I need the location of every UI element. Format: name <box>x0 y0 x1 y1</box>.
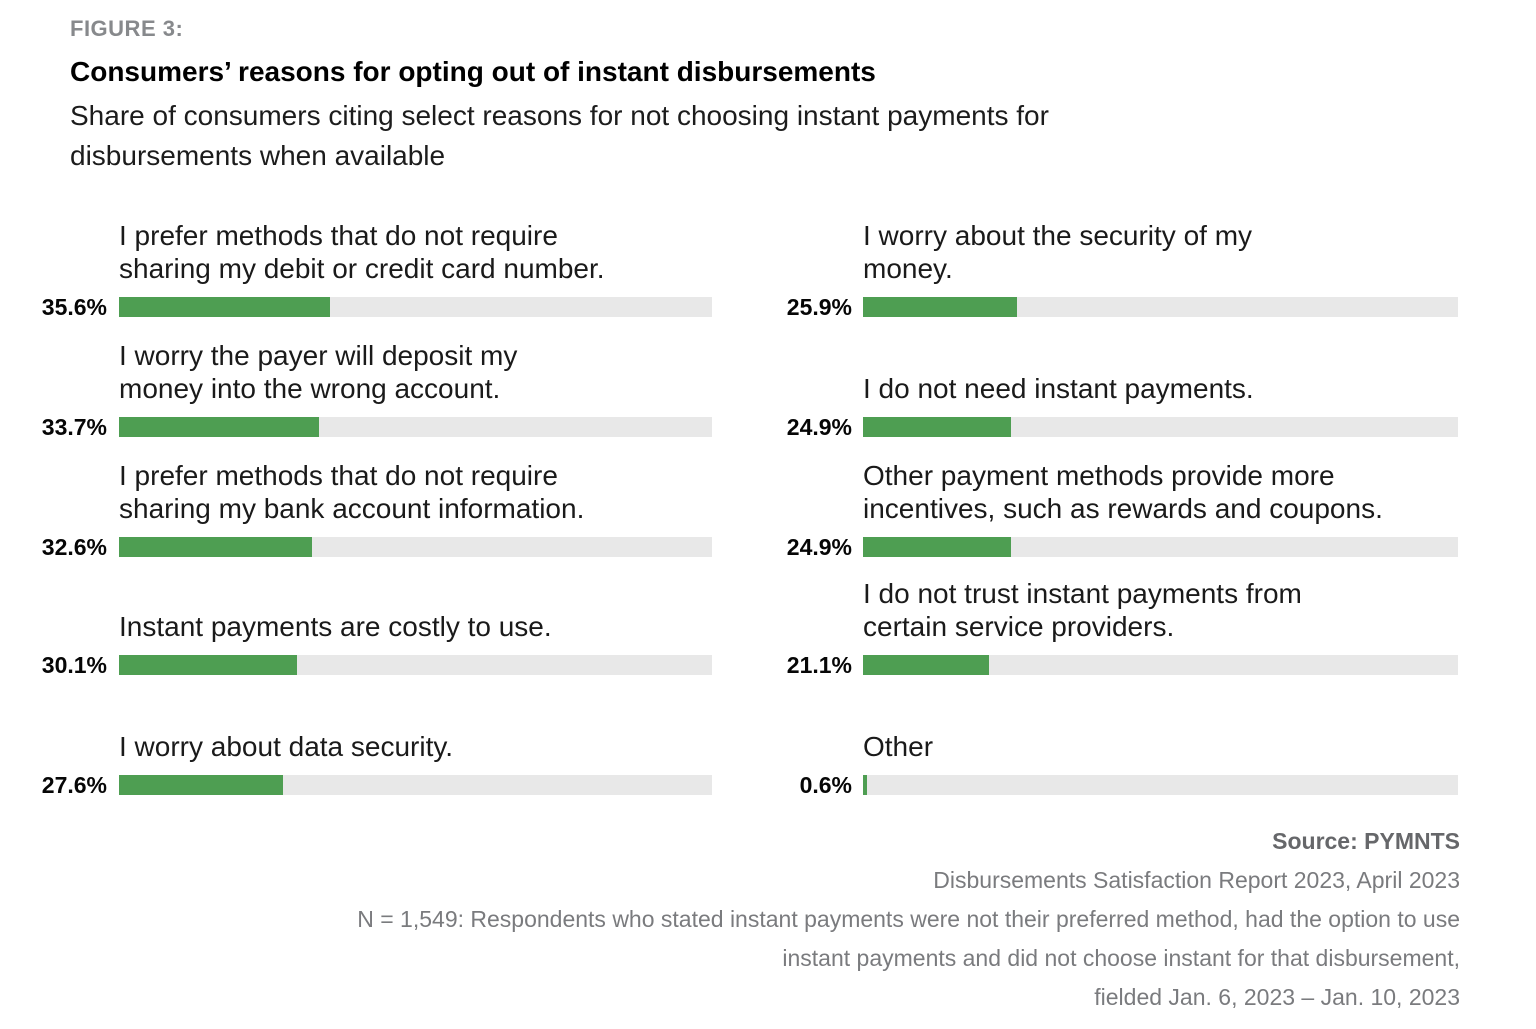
bar-label-line: I do not trust instant payments from <box>863 578 1302 609</box>
bar-value: 33.7% <box>41 414 107 440</box>
bar-track <box>863 775 1458 795</box>
bar-fill <box>119 417 319 437</box>
bar-label-line: I prefer methods that do not require <box>119 220 558 251</box>
bar-label: I worry about data security. <box>119 730 453 763</box>
bar-label-line: I do not need instant payments. <box>863 373 1254 404</box>
bar-fill <box>863 537 1012 557</box>
footnote-line: N = 1,549: Respondents who stated instan… <box>357 906 1460 932</box>
bar-label: I do not trust instant payments from cer… <box>863 577 1302 643</box>
bar-label-line: money into the wrong account. <box>119 373 501 404</box>
bar-value: 21.1% <box>786 652 852 678</box>
figure-label: FIGURE 3: <box>70 16 184 41</box>
chart-subtitle-line: Share of consumers citing select reasons… <box>70 100 1049 131</box>
bar-label: Other <box>863 730 933 763</box>
bar-fill <box>119 655 298 675</box>
bar-value: 24.9% <box>786 534 852 560</box>
bar-label-line: I worry the payer will deposit my <box>119 340 518 371</box>
report-line: Disbursements Satisfaction Report 2023, … <box>933 867 1460 893</box>
bar-label: Other payment methods provide more incen… <box>863 459 1383 525</box>
bar-label: I prefer methods that do not require sha… <box>119 219 605 285</box>
bar-label-line: money. <box>863 253 953 284</box>
chart-subtitle: Share of consumers citing select reasons… <box>70 96 1049 176</box>
bar-label-line: I prefer methods that do not require <box>119 460 558 491</box>
bar-label-line: sharing my bank account information. <box>119 493 585 524</box>
bar-track <box>863 297 1458 317</box>
bar-label-line: certain service providers. <box>863 611 1175 642</box>
bar-track <box>119 655 712 675</box>
bar-fill <box>863 297 1018 317</box>
bar-label-line: Other payment methods provide more <box>863 460 1335 491</box>
bar-value: 30.1% <box>41 652 107 678</box>
bar-track <box>119 537 712 557</box>
chart-title: Consumers’ reasons for opting out of ins… <box>70 56 876 87</box>
bar-label: I worry about the security of my money. <box>863 219 1252 285</box>
footnote-line: instant payments and did not choose inst… <box>782 945 1460 971</box>
bar-label: I do not need instant payments. <box>863 372 1254 405</box>
bar-label-line: I worry about data security. <box>119 731 454 762</box>
bar-fill <box>863 417 1012 437</box>
bar-fill <box>863 655 989 675</box>
bar-fill <box>863 775 867 795</box>
bar-label: Instant payments are costly to use. <box>119 610 552 643</box>
bar-track <box>863 655 1458 675</box>
bar-label-line: I worry about the security of my <box>863 220 1253 251</box>
bar-fill <box>119 775 283 795</box>
bar-fill <box>119 297 331 317</box>
bar-label: I prefer methods that do not require sha… <box>119 459 584 525</box>
bar-value: 32.6% <box>41 534 107 560</box>
bar-label-line: sharing my debit or credit card number. <box>119 253 605 284</box>
bar-label-line: incentives, such as rewards and coupons. <box>863 493 1383 524</box>
bar-value: 25.9% <box>786 294 852 320</box>
bar-track <box>863 537 1458 557</box>
source-line: Source: PYMNTS <box>1272 828 1460 854</box>
chart-subtitle-line: disbursements when available <box>70 140 446 171</box>
bar-value: 0.6% <box>799 772 852 798</box>
bar-track <box>119 297 712 317</box>
footnote-line: fielded Jan. 6, 2023 – Jan. 10, 2023 <box>1094 984 1460 1010</box>
bar-label: I worry the payer will deposit my money … <box>119 339 517 405</box>
bar-value: 27.6% <box>41 772 107 798</box>
bar-track <box>119 417 712 437</box>
bar-label-line: Instant payments are costly to use. <box>119 611 552 642</box>
bar-fill <box>119 537 313 557</box>
bar-value: 24.9% <box>786 414 852 440</box>
bar-track <box>119 775 712 795</box>
bar-track <box>863 417 1458 437</box>
footer: Source: PYMNTS Disbursements Satisfactio… <box>70 822 1460 1017</box>
bar-value: 35.6% <box>41 294 107 320</box>
bar-label-line: Other <box>863 731 934 762</box>
